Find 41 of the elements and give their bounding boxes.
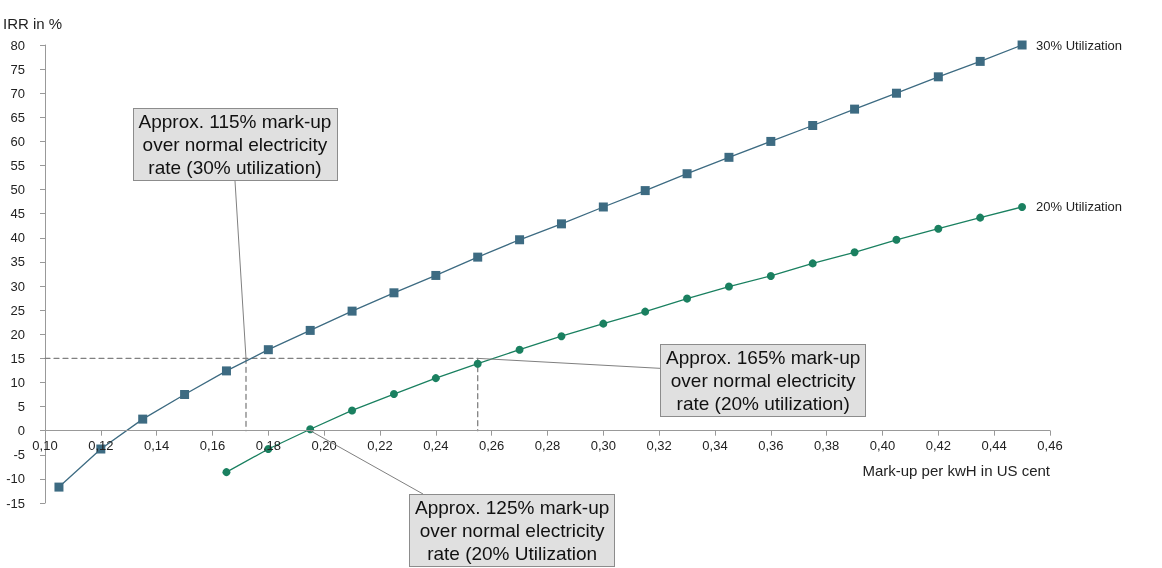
y-tick-label: -5 [13, 447, 25, 463]
y-tick-label: 40 [10, 230, 25, 246]
y-tick-label: 80 [10, 37, 25, 53]
y-tick-label: 5 [17, 399, 25, 415]
x-tick-label: 0,28 [534, 437, 561, 453]
x-tick-label: 0,26 [479, 437, 505, 453]
y-tick-label: 25 [10, 302, 25, 318]
x-tick-label: 0,38 [814, 437, 840, 453]
x-tick-label: 0,40 [869, 437, 896, 453]
y-tick-label: 0 [17, 423, 25, 439]
y-tick-label: 10 [10, 374, 25, 390]
x-axis-title: Mark-up per kwH in US cent [862, 461, 1051, 479]
y-tick-label: 30 [10, 278, 25, 294]
series-label: 20% Utilization [1036, 199, 1123, 215]
y-tick-label: 45 [10, 206, 25, 222]
y-tick-label: 55 [10, 158, 25, 174]
x-tick-label: 0,34 [702, 437, 728, 453]
y-tick-label: -15 [6, 495, 25, 511]
x-tick-label: 0,10 [32, 437, 58, 453]
y-tick-label: -10 [6, 471, 25, 487]
x-tick-label: 0,42 [925, 437, 951, 453]
x-tick-label: 0,16 [199, 437, 226, 453]
y-tick-label: 20 [10, 326, 25, 342]
y-tick-label: 75 [10, 61, 25, 77]
x-tick-label: 0,32 [646, 437, 672, 453]
x-tick-label: 0,44 [981, 437, 1007, 453]
x-tick-label: 0,30 [590, 437, 616, 453]
y-tick-label: 60 [10, 133, 25, 149]
y-tick-label: 15 [10, 350, 25, 366]
y-tick-label: 65 [10, 109, 25, 125]
x-tick-label: 0,14 [144, 437, 170, 453]
y-tick-label: 70 [10, 85, 25, 101]
x-tick-label: 0,46 [1037, 437, 1063, 453]
x-tick-label: 0,24 [423, 437, 449, 453]
y-tick-label: 50 [10, 182, 25, 198]
series-label: 30% Utilization [1036, 37, 1123, 53]
y-tick-label: 35 [10, 254, 25, 270]
x-tick-label: 0,20 [311, 437, 337, 453]
x-tick-label: 0,22 [367, 437, 393, 453]
x-tick-label: 0,36 [758, 437, 784, 453]
y-axis-title: IRR in % [3, 15, 63, 32]
